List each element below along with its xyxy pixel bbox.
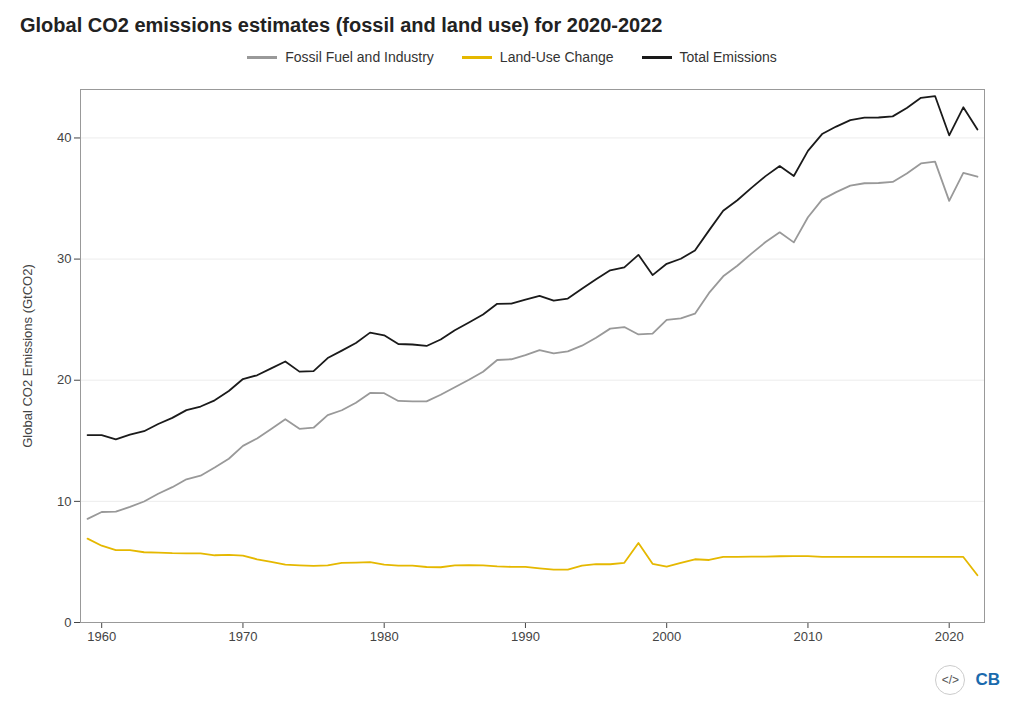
svg-text:2000: 2000 bbox=[652, 629, 681, 644]
html-text:Total Emissions: Total Emissions bbox=[679, 49, 777, 65]
svg-text:1980: 1980 bbox=[370, 629, 399, 644]
svg-text:0: 0 bbox=[64, 615, 71, 630]
svg-text:20: 20 bbox=[57, 372, 71, 387]
svg-text:2010: 2010 bbox=[793, 629, 822, 644]
html-text:Land-Use Change: Land-Use Change bbox=[499, 49, 614, 65]
svg-text:40: 40 bbox=[57, 130, 71, 145]
svg-text:2020: 2020 bbox=[935, 629, 964, 644]
svg-text:1990: 1990 bbox=[511, 629, 540, 644]
html-text:Global CO2 emissions estimates: Global CO2 emissions estimates (fossil a… bbox=[20, 14, 663, 36]
svg-text:30: 30 bbox=[57, 251, 71, 266]
svg-text:Global CO2 Emissions (GtCO2): Global CO2 Emissions (GtCO2) bbox=[20, 264, 35, 448]
svg-text:1960: 1960 bbox=[87, 629, 116, 644]
html-text:CB: CB bbox=[975, 670, 1000, 689]
html-text:Fossil Fuel and Industry: Fossil Fuel and Industry bbox=[285, 49, 434, 65]
svg-text:10: 10 bbox=[57, 494, 71, 509]
svg-text:1970: 1970 bbox=[228, 629, 257, 644]
